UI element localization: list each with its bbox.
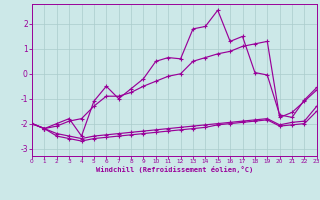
X-axis label: Windchill (Refroidissement éolien,°C): Windchill (Refroidissement éolien,°C) [96,166,253,173]
